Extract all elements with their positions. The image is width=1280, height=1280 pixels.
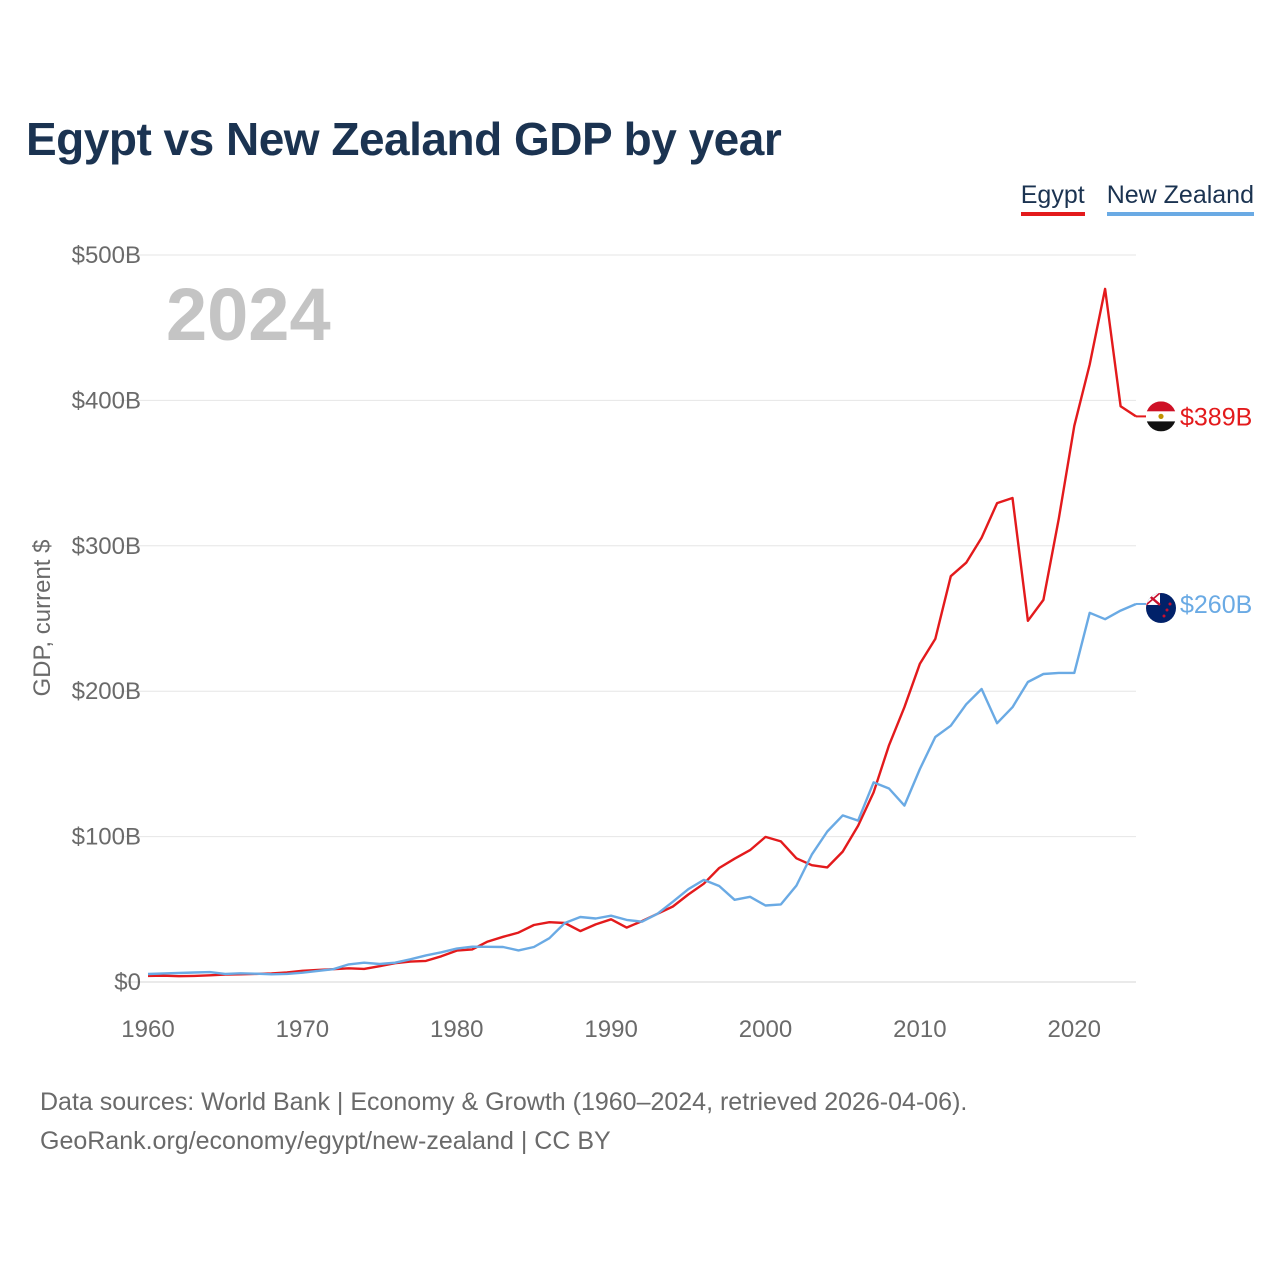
year-watermark: 2024	[166, 273, 331, 356]
footer: Data sources: World Bank | Economy & Gro…	[40, 1083, 967, 1161]
egypt-line	[147, 287, 1137, 978]
source-url[interactable]: GeoRank.org/economy/egypt/new-zealand | …	[40, 1127, 611, 1155]
egypt-flag-icon	[1146, 401, 1176, 432]
y-axis-label: GDP, current $	[29, 540, 56, 697]
x-tick-label: 1970	[276, 1016, 329, 1043]
y-tick-label: $0	[114, 969, 141, 996]
x-tick-label: 1990	[584, 1016, 637, 1043]
chart-title: Egypt vs New Zealand GDP by year	[26, 113, 782, 165]
y-tick-label: $300B	[72, 533, 141, 560]
gdp-line-chart: 2024 $0 $100B $200B $300B $400B $500B 1960 197…	[29, 242, 1252, 1043]
x-tick-label: 1980	[430, 1016, 483, 1043]
y-tick-label: $200B	[72, 678, 141, 705]
legend-item-new-zealand[interactable]: New Zealand	[1106, 180, 1254, 216]
data-source-note: Data sources: World Bank | Economy & Gro…	[40, 1088, 968, 1116]
x-tick-label: 2010	[893, 1016, 946, 1043]
new-zealand-line	[147, 602, 1137, 976]
legend-item-egypt[interactable]: Egypt	[1020, 180, 1085, 216]
y-tick-label: $500B	[72, 242, 141, 269]
new-zealand-end-value: $260B	[1180, 591, 1252, 619]
egypt-end-value: $389B	[1180, 403, 1252, 431]
x-tick-label: 2020	[1048, 1016, 1101, 1043]
y-tick-label: $400B	[72, 387, 141, 414]
legend: Egypt New Zealand	[1020, 180, 1254, 216]
y-tick-label: $100B	[72, 824, 141, 851]
new-zealand-flag-icon	[1146, 592, 1176, 623]
x-tick-label: 1960	[121, 1016, 174, 1043]
x-tick-label: 2000	[739, 1016, 792, 1043]
